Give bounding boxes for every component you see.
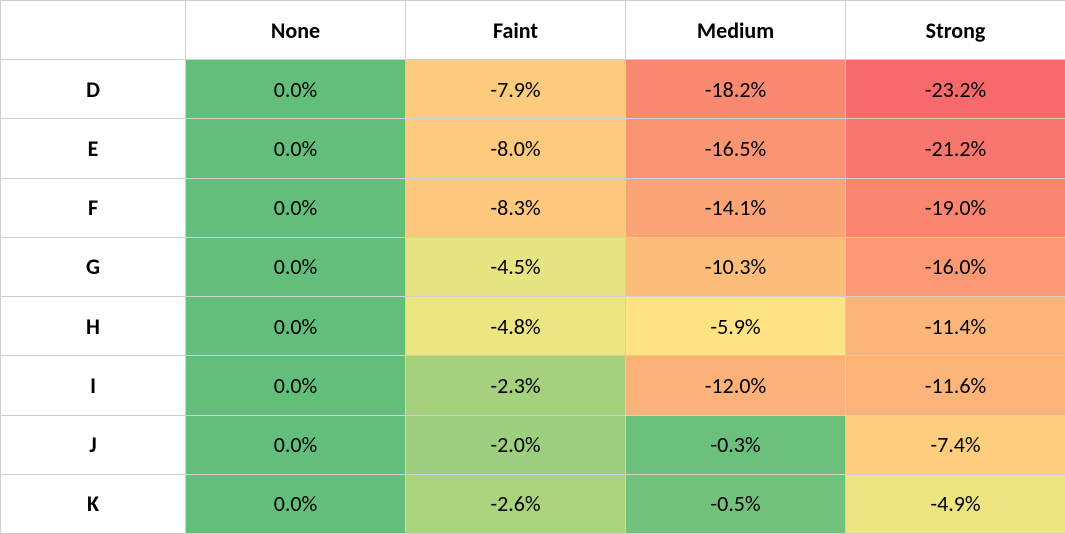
heatmap-cell: -19.0% xyxy=(846,178,1065,237)
heatmap-table: None Faint Medium Strong D 0.0% -7.9% -1… xyxy=(0,0,1065,534)
table-row: J 0.0% -2.0% -0.3% -7.4% xyxy=(1,415,1065,474)
corner-cell xyxy=(1,1,186,60)
col-header: None xyxy=(186,1,406,60)
heatmap-cell: -2.3% xyxy=(406,356,626,415)
heatmap-cell: -7.9% xyxy=(406,60,626,119)
heatmap-cell: -2.0% xyxy=(406,415,626,474)
heatmap-cell: -18.2% xyxy=(626,60,846,119)
table-row: D 0.0% -7.9% -18.2% -23.2% xyxy=(1,60,1065,119)
row-header: G xyxy=(1,237,186,296)
header-row: None Faint Medium Strong xyxy=(1,1,1065,60)
heatmap-cell: -23.2% xyxy=(846,60,1065,119)
heatmap-cell: 0.0% xyxy=(186,237,406,296)
table-row: I 0.0% -2.3% -12.0% -11.6% xyxy=(1,356,1065,415)
row-header: E xyxy=(1,119,186,178)
heatmap-cell: -2.6% xyxy=(406,474,626,533)
heatmap-cell: -7.4% xyxy=(846,415,1065,474)
heatmap-cell: 0.0% xyxy=(186,60,406,119)
row-header: I xyxy=(1,356,186,415)
table-row: E 0.0% -8.0% -16.5% -21.2% xyxy=(1,119,1065,178)
heatmap-cell: -4.8% xyxy=(406,297,626,356)
heatmap-cell: 0.0% xyxy=(186,178,406,237)
heatmap-cell: 0.0% xyxy=(186,297,406,356)
heatmap-cell: -16.0% xyxy=(846,237,1065,296)
heatmap-cell: 0.0% xyxy=(186,474,406,533)
table-row: F 0.0% -8.3% -14.1% -19.0% xyxy=(1,178,1065,237)
row-header: J xyxy=(1,415,186,474)
heatmap-cell: -11.4% xyxy=(846,297,1065,356)
heatmap-cell: -0.3% xyxy=(626,415,846,474)
col-header: Faint xyxy=(406,1,626,60)
row-header: F xyxy=(1,178,186,237)
row-header: H xyxy=(1,297,186,356)
heatmap-cell: -4.5% xyxy=(406,237,626,296)
heatmap-cell: -11.6% xyxy=(846,356,1065,415)
col-header: Strong xyxy=(846,1,1065,60)
heatmap-cell: -12.0% xyxy=(626,356,846,415)
heatmap-cell: -21.2% xyxy=(846,119,1065,178)
heatmap-cell: 0.0% xyxy=(186,356,406,415)
heatmap-cell: 0.0% xyxy=(186,415,406,474)
heatmap-cell: 0.0% xyxy=(186,119,406,178)
heatmap-cell: -10.3% xyxy=(626,237,846,296)
table-row: H 0.0% -4.8% -5.9% -11.4% xyxy=(1,297,1065,356)
heatmap-cell: -8.3% xyxy=(406,178,626,237)
col-header: Medium xyxy=(626,1,846,60)
heatmap-cell: -14.1% xyxy=(626,178,846,237)
table-row: G 0.0% -4.5% -10.3% -16.0% xyxy=(1,237,1065,296)
row-header: K xyxy=(1,474,186,533)
heatmap-cell: -5.9% xyxy=(626,297,846,356)
heatmap-cell: -0.5% xyxy=(626,474,846,533)
heatmap-cell: -16.5% xyxy=(626,119,846,178)
heatmap-cell: -8.0% xyxy=(406,119,626,178)
table-row: K 0.0% -2.6% -0.5% -4.9% xyxy=(1,474,1065,533)
heatmap-cell: -4.9% xyxy=(846,474,1065,533)
row-header: D xyxy=(1,60,186,119)
